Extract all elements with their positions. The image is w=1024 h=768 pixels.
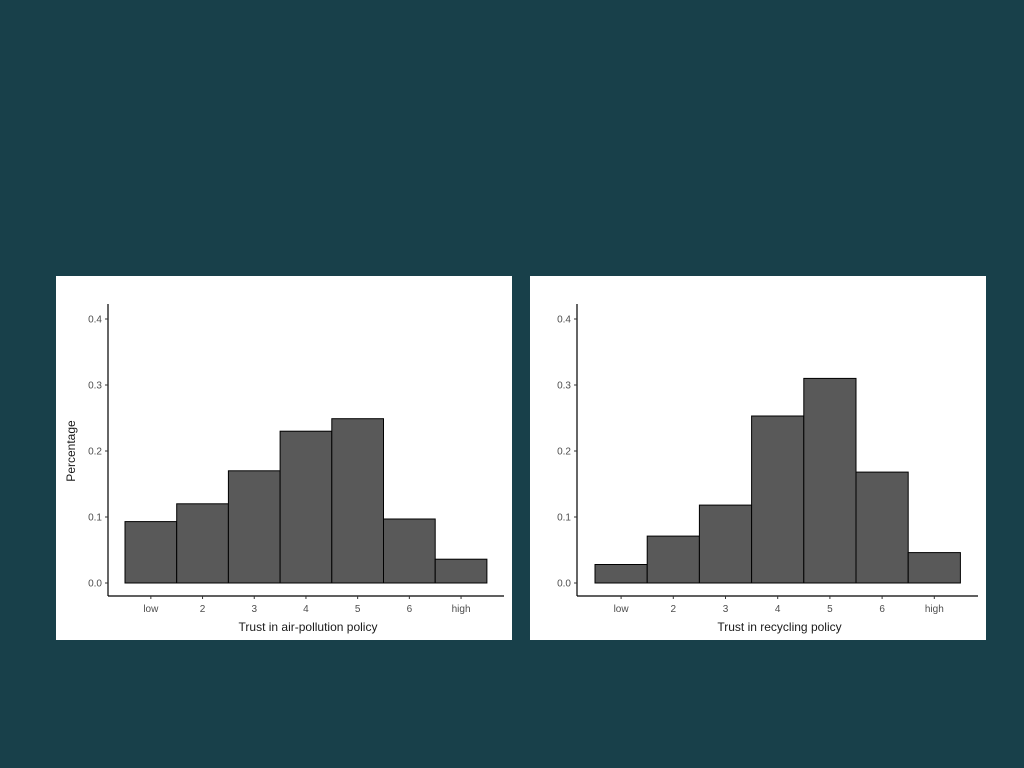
y-tick-label: 0.3: [88, 381, 102, 392]
x-tick-label: 4: [303, 604, 309, 615]
bar-6: [383, 518, 436, 584]
bar-5: [803, 377, 857, 584]
x-tick-label: low: [143, 604, 159, 615]
x-tick-label: 4: [775, 604, 781, 615]
y-tick-label: 0.2: [557, 447, 571, 458]
x-tick-label: 2: [200, 604, 206, 615]
x-tick-label: 5: [827, 604, 833, 615]
chart-panel-recycling: 0.0 0.1 0.2 0.3 0.4 low 2 3 4 5 6 high Trust in recy…: [530, 276, 986, 640]
x-tick-label: 2: [671, 604, 677, 615]
histogram-air-pollution: 0.0 0.1 0.2 0.3 0.4 low 2 3 4 5 6 high Trust in air-…: [64, 304, 504, 634]
y-tick-label: 0.4: [88, 315, 102, 326]
y-tick-label: 0.3: [557, 381, 571, 392]
y-tick-label: 0.1: [88, 513, 102, 524]
bar-2: [176, 503, 229, 584]
y-tick-label: 0.0: [88, 579, 102, 590]
x-tick-label: high: [925, 604, 944, 615]
bar-4: [751, 415, 805, 584]
y-tick-label: 0.1: [557, 513, 571, 524]
bar-high: [434, 558, 488, 584]
bar-3: [227, 470, 281, 584]
x-tick-label: 5: [355, 604, 361, 615]
x-tick-label: high: [452, 604, 471, 615]
chart-panel-air-pollution: 0.0 0.1 0.2 0.3 0.4 low 2 3 4 5 6 high Trust in air-…: [56, 276, 512, 640]
x-axis-title: Trust in air-pollution policy: [239, 620, 378, 634]
bar-4: [279, 430, 333, 584]
y-tick-label: 0.2: [88, 447, 102, 458]
bar-6: [855, 471, 909, 584]
x-tick-label: low: [614, 604, 630, 615]
bar-high: [907, 552, 961, 584]
histogram-recycling: 0.0 0.1 0.2 0.3 0.4 low 2 3 4 5 6 high Trust in recy…: [557, 304, 978, 634]
y-tick-label: 0.0: [557, 579, 571, 590]
bar-5: [331, 418, 384, 584]
x-tick-label: 6: [879, 604, 885, 615]
x-tick-label: 6: [407, 604, 413, 615]
bar-3: [698, 504, 753, 584]
bar-2: [646, 535, 700, 584]
bar-low: [594, 564, 648, 584]
y-axis-title: Percentage: [64, 420, 78, 482]
bar-low: [124, 521, 178, 584]
y-tick-label: 0.4: [557, 315, 571, 326]
x-tick-label: 3: [723, 604, 729, 615]
x-tick-label: 3: [251, 604, 257, 615]
x-axis-title: Trust in recycling policy: [717, 620, 841, 634]
